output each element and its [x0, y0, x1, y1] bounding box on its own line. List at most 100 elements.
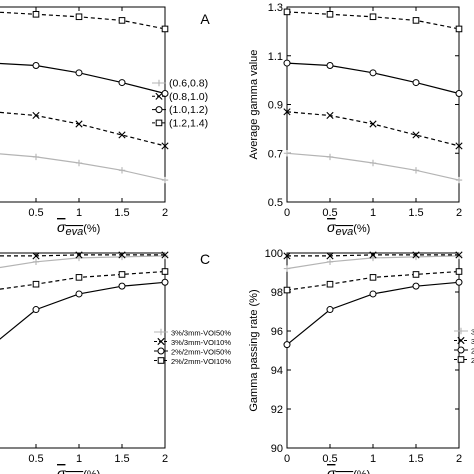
x-axis-label: σeva(%) [327, 219, 370, 238]
x-axis-label-symbol: σ [327, 219, 336, 235]
legend: (0.6,0.8)(0.8,1.0)(1.0,1.2)(1.2,1.4) [152, 78, 208, 129]
y-axis-label: Gamma passing rate (%) [248, 289, 260, 411]
y-tick-label: 96 [271, 326, 283, 338]
x-axis-label-unit: (%) [353, 223, 370, 235]
data-point-4 [326, 280, 334, 288]
data-point-1 [455, 176, 463, 184]
legend-label: (1.2,1.4) [169, 117, 208, 129]
data-point-2 [118, 131, 126, 139]
data-point-4 [283, 286, 291, 294]
series-line-1 [0, 153, 166, 181]
data-point-3 [161, 278, 169, 286]
data-point-4 [118, 271, 126, 278]
data-point-2 [75, 120, 83, 128]
x-axis-label-unit: (%) [353, 469, 370, 474]
legend-marker [457, 356, 465, 363]
data-point-2 [369, 120, 377, 128]
data-point-3 [326, 306, 334, 314]
x-tick-label: 0 [284, 453, 290, 465]
legend-label: 2%/2mm-VOI50% [171, 348, 231, 357]
data-point-1 [161, 252, 169, 260]
data-point-4 [75, 13, 83, 21]
y-tick-label: 92 [271, 404, 283, 416]
y-tick-label: 1.3 [268, 2, 283, 14]
x-axis-label-subscript: eva [335, 226, 353, 238]
series-line-3 [0, 62, 166, 95]
data-point-3 [75, 290, 83, 298]
x-axis-label-symbol: σ [327, 465, 336, 474]
data-point-3 [369, 69, 377, 77]
data-point-3 [118, 282, 126, 290]
x-tick-label: 1 [76, 207, 82, 219]
legend-marker [157, 347, 165, 355]
legend-label: 3' [471, 328, 474, 337]
data-point-4 [75, 274, 83, 281]
x-tick-label: 2 [456, 453, 462, 465]
x-tick-label: 0.5 [28, 207, 43, 219]
data-point-1 [326, 258, 334, 265]
x-tick-label: 1.5 [114, 207, 129, 219]
series-line-4 [0, 11, 166, 30]
data-point-4 [326, 11, 334, 18]
plot-frame [286, 6, 460, 203]
data-point-4 [369, 274, 377, 281]
plot-frame [286, 252, 460, 449]
data-point-2 [161, 251, 169, 259]
y-tick-label: 0.9 [268, 100, 283, 112]
x-tick-label: 2 [162, 453, 168, 465]
series-line-3 [286, 62, 460, 95]
legend-marker [157, 357, 165, 364]
legend-marker [155, 119, 163, 127]
legend: 3'3'2'2' [454, 327, 474, 365]
data-point-4 [412, 271, 420, 278]
data-point-1 [75, 254, 83, 262]
legend-label: (1.0,1.2) [169, 104, 208, 116]
x-tick-label: 1 [370, 453, 376, 465]
data-point-4 [283, 8, 291, 16]
data-point-2 [369, 251, 377, 259]
y-tick-label: 98 [271, 287, 283, 299]
legend-marker [457, 327, 465, 335]
data-point-1 [369, 254, 377, 262]
data-point-3 [326, 62, 334, 69]
series-line-2 [0, 111, 166, 147]
data-point-4 [161, 25, 169, 33]
series-line-1 [286, 152, 460, 181]
data-point-2 [161, 142, 169, 150]
data-point-3 [412, 282, 420, 290]
data-point-4 [161, 268, 169, 275]
data-point-1 [118, 167, 126, 174]
data-point-1 [32, 153, 40, 161]
legend-label: 2' [471, 347, 474, 356]
chart-panel-3: 0.5 1 1.5 2 σeva(%) C 3%/3mm-VOI50%3%/3mm-VOI1… [0, 251, 231, 474]
x-tick-label: 1.5 [408, 453, 423, 465]
chart-panel-1: 0.5 1 1.5 2 σeva(%) A (0.6,0.8)(0.8,1.0)(1.0,1… [0, 6, 210, 238]
legend-label: 3%/3mm-VOI50% [171, 329, 231, 338]
x-axis-label-symbol: σ [57, 219, 66, 235]
y-tick-label: 0.5 [268, 197, 283, 209]
x-axis-label-subscript: eva [65, 472, 83, 474]
data-point-2 [32, 111, 40, 120]
data-point-3 [455, 278, 463, 286]
data-point-2 [326, 252, 334, 260]
x-axis-label: σeva(%) [57, 219, 100, 238]
legend-marker [157, 328, 165, 336]
data-point-1 [283, 265, 291, 272]
legend-label: 2%/2mm-VOI10% [171, 357, 231, 366]
data-point-2 [455, 142, 463, 150]
data-point-2 [455, 251, 463, 259]
data-point-3 [455, 90, 463, 98]
x-tick-label: 1.5 [408, 207, 423, 219]
data-point-3 [32, 62, 40, 69]
x-tick-label: 1 [76, 453, 82, 465]
legend-marker [155, 92, 163, 100]
x-axis-label-unit: (%) [83, 223, 100, 235]
series-line-3 [0, 281, 166, 340]
data-point-1 [326, 153, 334, 161]
legend-label: (0.8,1.0) [169, 91, 208, 103]
y-tick-label: 90 [271, 443, 283, 455]
data-point-3 [75, 69, 83, 77]
x-axis-label: σeva(%) [327, 465, 370, 474]
chart-panel-4: 0 0.5 1 1.5 2 90 92 94 96 98 100 σeva(%) Gamma passi… [248, 248, 474, 474]
data-point-2 [326, 111, 334, 120]
